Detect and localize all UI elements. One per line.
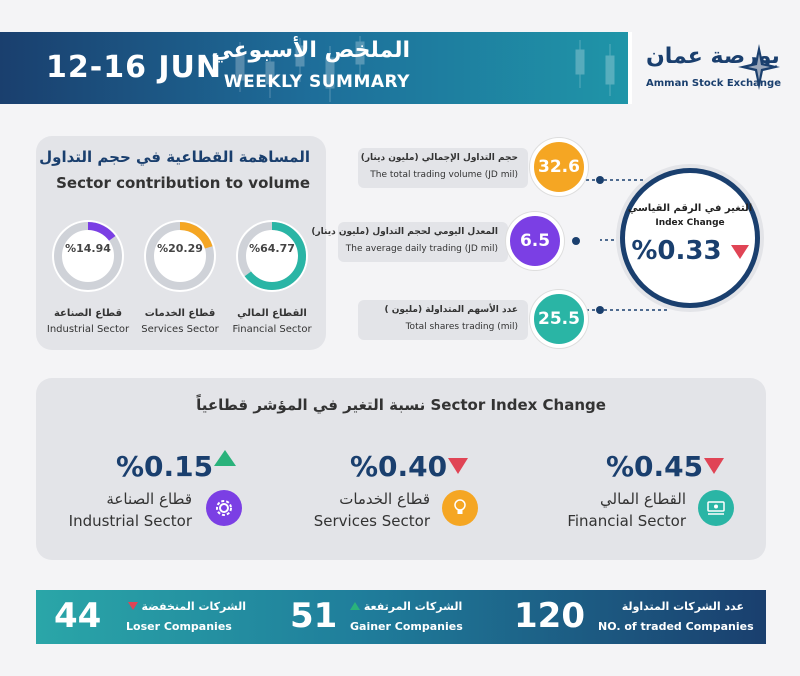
kpi-average-daily-value: 6.5 [506,212,564,270]
sector-index-services-ar: قطاع الخدمات [339,490,430,508]
sector-index-title: نسبة التغير في المؤشر قطاعياً Sector Ind… [196,396,606,414]
sector-label-services-en: Services Sector [141,324,219,335]
sector-index-services-en: Services Sector [313,512,430,530]
donut-financial [236,220,308,292]
connector-dot [572,237,580,245]
connector-dot [596,176,604,184]
sector-index-services-value: %0.40 [350,450,448,483]
gear-hand-icon [206,490,242,526]
kpi-total-volume-label-ar: حجم التداول الإجمالي (مليون دينار) [360,153,518,163]
kpi-total-volume-label-en: The total trading volume (JD mil) [370,170,518,180]
contribution-title-english: Sector contribution to volume [56,174,310,192]
loser-ar-text: الشركات المنخفضة [141,600,246,613]
traded-companies-label-en: NO. of traded Companies [598,620,754,633]
loser-companies-label-ar: الشركات المنخفضة [126,600,246,613]
company-stats-footer: 44 الشركات المنخفضة Loser Companies 51 ا… [36,590,766,644]
money-hand-icon [698,490,734,526]
donut-value-services: %20.29 [157,242,203,255]
traded-companies-count: 120 [514,596,585,636]
sector-index-industrial-ar: قطاع الصناعة [106,490,192,508]
sector-index-industrial-value: %0.15 [116,450,214,483]
index-change-circle: التغير في الرقم القياسي Index Change %0.… [620,168,760,308]
kpi-total-shares-value: 25.5 [530,290,588,348]
gainer-ar-text: الشركات المرتفعة [363,600,463,613]
kpi-total-shares-label-en: Total shares trading (mil) [405,322,518,332]
kpi-total-shares-bar: عدد الأسهم المتداولة (مليون ) Total shar… [358,300,528,340]
sector-label-financial-en: Financial Sector [232,324,312,335]
kpi-total-volume-bar: حجم التداول الإجمالي (مليون دينار) The t… [358,148,528,188]
down-arrow-icon [730,244,749,259]
title-english: WEEKLY SUMMARY [223,72,410,92]
down-arrow-icon [127,602,138,610]
title-arabic: الملخص الأسبوعي [211,38,410,63]
traded-companies-label-ar: عدد الشركات المتداولة [621,600,744,613]
donut-industrial [52,220,124,292]
header-separator [628,32,632,104]
kpi-average-daily-bar: المعدل اليومي لحجم التداول (مليون دينار)… [311,222,508,262]
sector-label-services-ar: قطاع الخدمات [144,308,216,319]
index-change-label-en: Index Change [655,218,725,228]
loser-companies-count: 44 [54,596,102,636]
gainer-companies-label-ar: الشركات المرتفعة [350,600,462,613]
kpi-total-shares-label-ar: عدد الأسهم المتداولة (مليون ) [384,305,519,315]
sector-label-industrial-ar: قطاع الصناعة [53,308,123,319]
index-change-label-ar: التغير في الرقم القياسي [627,203,753,214]
logo-text-english: Amman Stock Exchange [646,78,781,89]
gainer-companies-count: 51 [290,596,338,636]
kpi-average-daily-label-ar: المعدل اليومي لحجم التداول (مليون دينار) [311,227,498,237]
date-range: 12-16 JUN [46,50,223,85]
sector-label-industrial-en: Industrial Sector [46,324,130,335]
index-change-value-row: %0.33 [625,236,755,266]
gainer-companies-label-en: Gainer Companies [350,620,463,633]
kpi-total-volume-value: 32.6 [530,138,588,196]
sector-index-financial-ar: القطاع المالي [600,490,686,508]
contribution-title-arabic: المساهمة القطاعية في حجم التداول [39,148,310,166]
star-icon [738,44,780,90]
donut-services [144,220,216,292]
up-arrow-icon [350,602,360,610]
kpi-average-daily-label-en: The average daily trading (JD mil) [345,244,498,254]
header-band: 12-16 JUN الملخص الأسبوعي WEEKLY SUMMARY [0,32,628,104]
sector-index-industrial-en: Industrial Sector [68,512,192,530]
sector-contribution-panel: المساهمة القطاعية في حجم التداول Sector … [36,136,326,350]
down-arrow-icon [448,458,468,474]
loser-companies-label-en: Loser Companies [126,620,232,633]
sector-label-financial-ar: القطاع المالي [237,308,307,319]
connector-dot [596,306,604,314]
candlestick-decoration [235,36,615,102]
sector-index-financial-en: Financial Sector [567,512,686,530]
index-change-value: %0.33 [631,236,722,266]
ase-logo: بورصة عمان Amman Stock Exchange [636,38,786,98]
down-arrow-icon [704,458,724,474]
sector-index-panel: نسبة التغير في المؤشر قطاعياً Sector Ind… [36,378,766,560]
header: 12-16 JUN الملخص الأسبوعي WEEKLY SUMMARY… [0,32,800,104]
donut-value-industrial: %14.94 [65,242,111,255]
sector-index-financial-value: %0.45 [606,450,704,483]
up-arrow-icon [214,450,236,466]
donut-value-financial: %64.77 [249,242,295,255]
lightbulb-hand-icon [442,490,478,526]
